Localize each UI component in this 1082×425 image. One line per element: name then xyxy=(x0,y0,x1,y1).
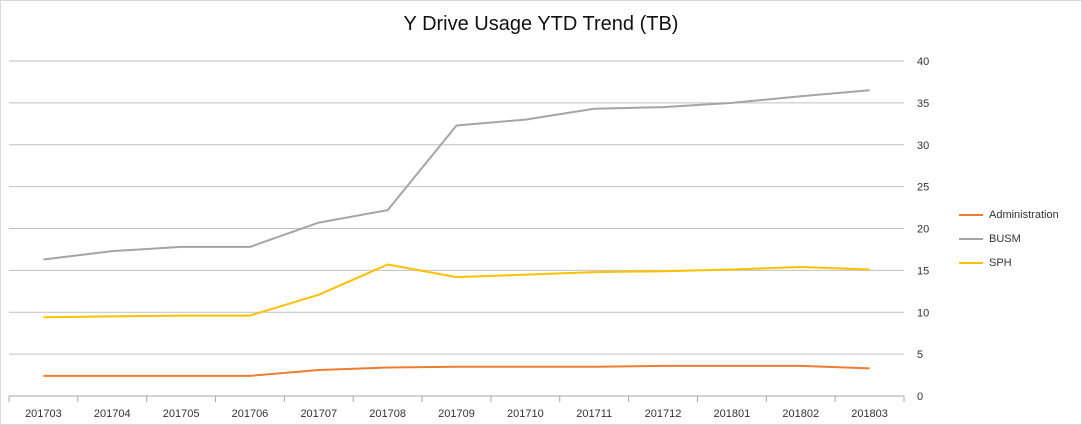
series-line-administration xyxy=(43,364,870,377)
y-tick-label: 30 xyxy=(917,140,929,152)
legend-swatch xyxy=(959,262,983,264)
legend-label: Administration xyxy=(989,209,1059,221)
x-tick-label: 201801 xyxy=(714,408,751,420)
x-tick-label: 201803 xyxy=(851,408,888,420)
x-tick-label: 201802 xyxy=(782,408,819,420)
x-tick-label: 201712 xyxy=(645,408,682,420)
x-tick-label: 201703 xyxy=(25,408,62,420)
x-tick-label: 201707 xyxy=(300,408,337,420)
legend: Administration BUSM SPH xyxy=(959,203,1059,275)
legend-item: SPH xyxy=(959,251,1059,275)
x-tick-label: 201706 xyxy=(232,408,269,420)
x-tick-label: 201704 xyxy=(94,408,131,420)
x-tick-label: 201705 xyxy=(163,408,200,420)
x-tick-label: 201711 xyxy=(576,408,612,420)
legend-item: BUSM xyxy=(959,227,1059,251)
legend-item: Administration xyxy=(959,203,1059,227)
y-tick-label: 40 xyxy=(917,56,929,68)
y-tick-label: 10 xyxy=(917,307,929,319)
y-tick-label: 15 xyxy=(917,265,929,277)
y-tick-label: 35 xyxy=(917,98,929,110)
y-tick-label: 25 xyxy=(917,182,929,194)
chart-title: Y Drive Usage YTD Trend (TB) xyxy=(403,13,679,35)
legend-swatch xyxy=(959,238,983,240)
y-tick-label: 0 xyxy=(917,391,923,403)
legend-swatch xyxy=(959,214,983,216)
x-tick-label: 201708 xyxy=(369,408,406,420)
series-line-busm xyxy=(43,89,870,261)
series-line-sph xyxy=(43,263,870,319)
legend-label: BUSM xyxy=(989,233,1021,245)
x-tick-label: 201709 xyxy=(438,408,475,420)
legend-label: SPH xyxy=(989,257,1012,269)
y-tick-label: 20 xyxy=(917,224,929,236)
y-tick-label: 5 xyxy=(917,349,923,361)
x-tick-label: 201710 xyxy=(507,408,544,420)
